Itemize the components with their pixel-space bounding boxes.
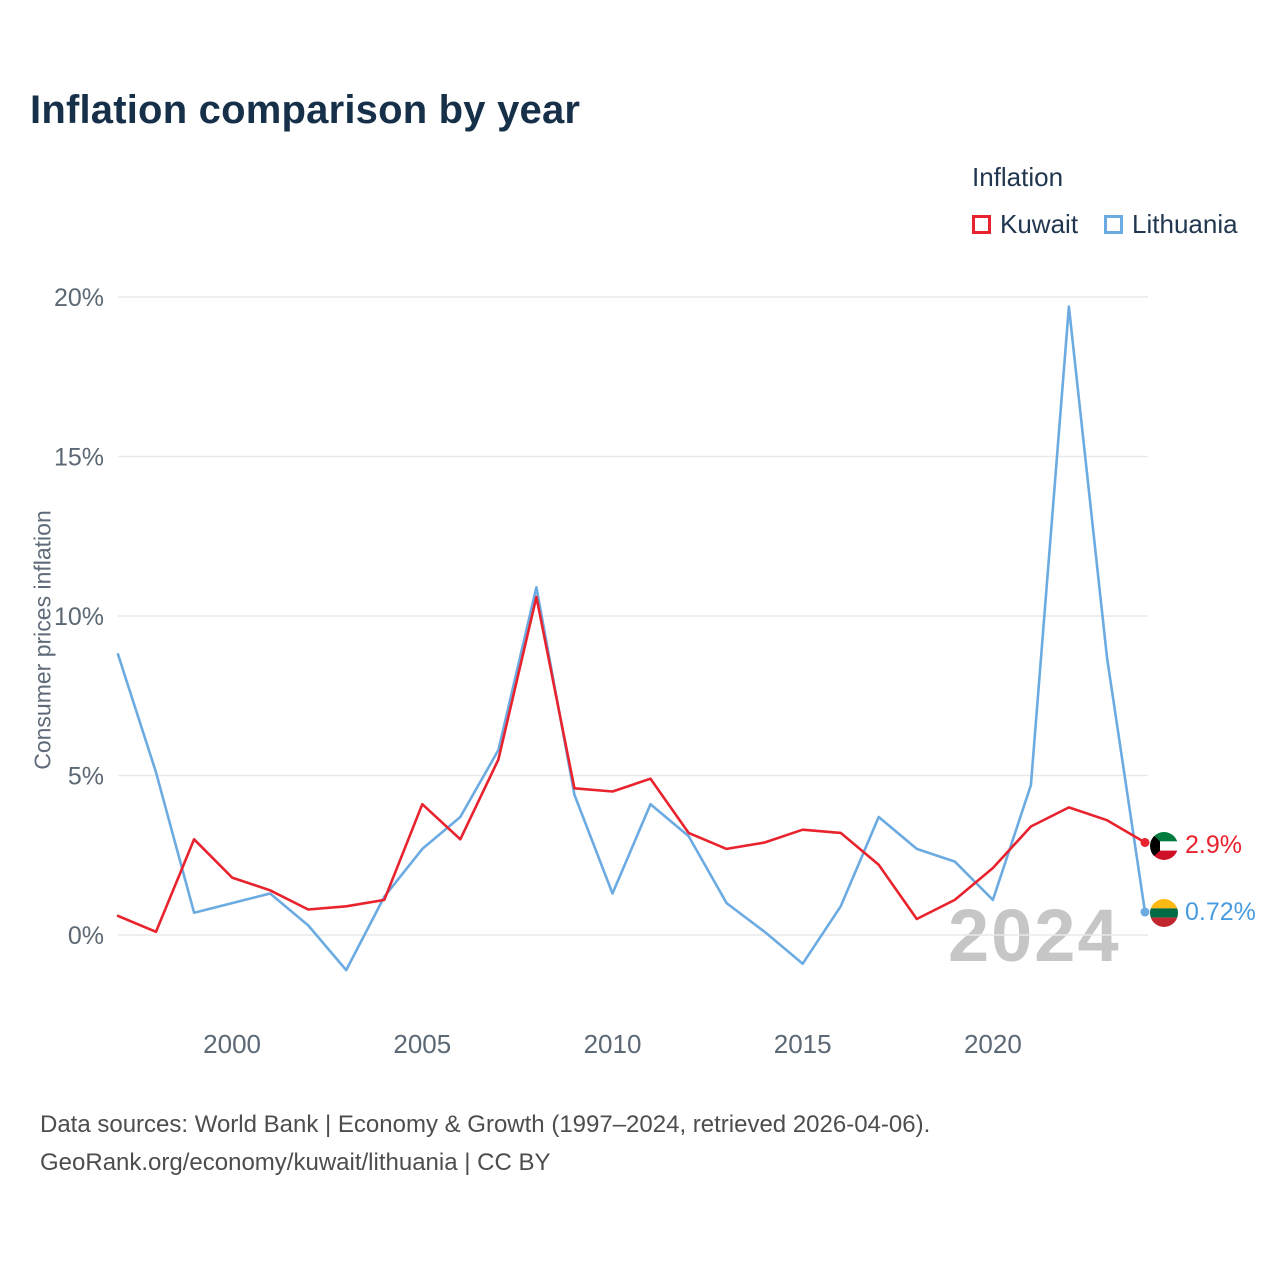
footer-data-sources: Data sources: World Bank | Economy & Gro… (40, 1111, 931, 1138)
series-line-kuwait (116, 595, 1147, 934)
y-tick-label: 20% (54, 284, 104, 312)
legend-title: Inflation (972, 162, 1064, 192)
y-tick-label: 5% (68, 763, 104, 791)
kuwait-flag-icon (1150, 831, 1178, 860)
legend-items: Kuwait Lithuania (972, 209, 1238, 240)
legend-item-lithuania[interactable]: Lithuania (1104, 209, 1238, 240)
legend-item-kuwait[interactable]: Kuwait (972, 209, 1078, 240)
y-tick-label: 0% (68, 922, 104, 950)
legend-label-lithuania: Lithuania (1132, 209, 1238, 239)
footer-attribution: GeoRank.org/economy/kuwait/lithuania | C… (40, 1149, 551, 1176)
kuwait-latest-value: 2.9% (1185, 831, 1242, 859)
series-end-dot-lithuania (1140, 907, 1150, 917)
x-tick-label: 2010 (584, 1029, 642, 1059)
lithuania-latest-value: 0.72% (1185, 898, 1256, 926)
x-tick-label: 2005 (393, 1029, 451, 1059)
kuwait-series-swatch-icon (972, 215, 991, 234)
legend-label-kuwait: Kuwait (1000, 209, 1079, 239)
series-end-dot-kuwait (1140, 838, 1150, 847)
x-tick-label: 2000 (203, 1029, 261, 1059)
lithuania-flag-icon (1150, 898, 1178, 927)
legend: Inflation Kuwait Lithuania (972, 162, 1238, 240)
x-tick-label: 2020 (964, 1029, 1022, 1059)
page-title: Inflation comparison by year (30, 88, 581, 132)
end-label-lithuania: 0.72% (1150, 898, 1256, 927)
end-label-kuwait: 2.9% (1150, 831, 1242, 860)
x-tick-label: 2015 (774, 1029, 832, 1059)
y-tick-label: 15% (54, 444, 104, 472)
y-tick-label: 10% (54, 603, 104, 631)
lithuania-series-swatch-icon (1104, 215, 1124, 234)
footer: Data sources: World Bank | Economy & Gro… (40, 1106, 930, 1182)
series-line-lithuania (116, 305, 1147, 972)
